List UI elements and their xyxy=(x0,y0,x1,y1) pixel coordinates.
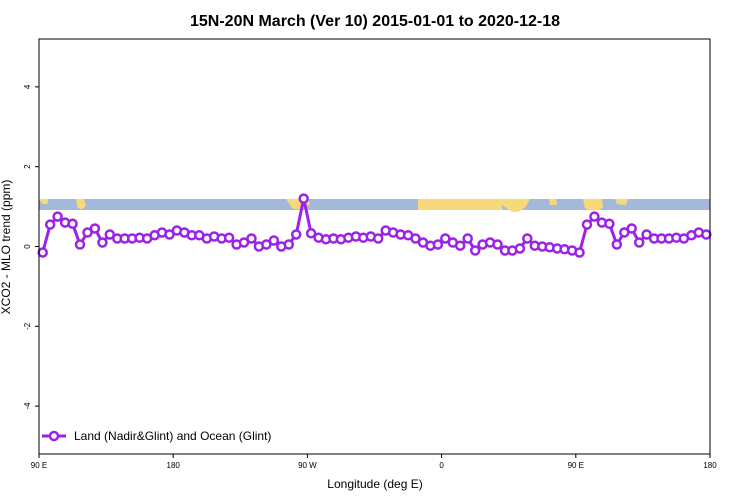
data-point xyxy=(97,237,108,248)
land-mass xyxy=(549,199,557,205)
data-point xyxy=(238,237,250,248)
land-mass xyxy=(39,199,48,205)
data-point xyxy=(574,247,585,258)
x-tick-label: 90 E xyxy=(31,461,47,470)
y-tick-label: -2 xyxy=(23,322,32,330)
data-point xyxy=(290,229,302,240)
data-point xyxy=(268,235,280,246)
land-mass xyxy=(76,199,86,209)
data-point xyxy=(52,211,63,222)
data-point xyxy=(633,237,645,248)
ocean-band xyxy=(39,199,710,210)
chart-title: 15N-20N March (Ver 10) 2015-01-01 to 202… xyxy=(190,13,560,30)
legend-label: Land (Nadir&Glint) and Ocean (Glint) xyxy=(74,429,271,443)
x-tick-label: 180 xyxy=(703,461,717,470)
data-point xyxy=(74,239,86,250)
data-point xyxy=(298,193,309,204)
land-mass xyxy=(500,199,530,213)
data-point xyxy=(37,247,48,258)
land-mass xyxy=(615,199,628,205)
data-point xyxy=(283,239,295,250)
data-point xyxy=(410,233,421,244)
data-point xyxy=(246,233,257,244)
land-mass xyxy=(583,199,603,211)
data-point xyxy=(701,229,712,240)
data-point xyxy=(223,232,235,243)
data-point xyxy=(604,218,615,230)
legend: Land (Nadir&Glint) and Ocean (Glint) xyxy=(42,429,271,443)
data-point xyxy=(440,233,451,244)
data-point xyxy=(305,228,317,239)
data-point xyxy=(581,219,593,230)
x-tick-label: 90 E xyxy=(568,461,584,470)
data-point xyxy=(522,233,533,244)
x-tick-label: 180 xyxy=(167,461,181,470)
data-point xyxy=(626,223,637,234)
y-axis-label: XCO2 - MLO trend (ppm) xyxy=(0,180,13,315)
y-tick-label: 4 xyxy=(23,84,32,89)
data-point xyxy=(611,239,623,250)
data-point xyxy=(104,229,116,240)
y-tick-label: 0 xyxy=(23,244,32,249)
data-point xyxy=(454,240,466,251)
data-point xyxy=(469,245,481,256)
data-point xyxy=(44,219,56,230)
legend-marker xyxy=(48,430,60,442)
data-point xyxy=(261,239,272,250)
data-point xyxy=(492,239,503,250)
data-point xyxy=(89,223,101,234)
data-point xyxy=(432,239,444,250)
axes: 90 E 180 90 W 0 90 E 180 -4 -2 0 2 4 xyxy=(23,84,717,470)
data-point xyxy=(514,243,526,254)
data-point xyxy=(372,233,384,244)
map-strip xyxy=(39,199,710,213)
y-tick-label: 2 xyxy=(23,164,32,169)
y-tick-label: -4 xyxy=(23,402,32,410)
plot-frame xyxy=(38,38,711,455)
data-point xyxy=(641,229,652,240)
data-point xyxy=(67,218,78,230)
land-mass xyxy=(418,199,503,210)
x-axis-label: Longitude (deg E) xyxy=(327,477,422,491)
x-tick-label: 90 W xyxy=(298,461,317,470)
series-layer xyxy=(37,193,712,258)
x-tick-label: 0 xyxy=(439,461,444,470)
data-point xyxy=(589,211,600,222)
data-point xyxy=(462,233,473,244)
